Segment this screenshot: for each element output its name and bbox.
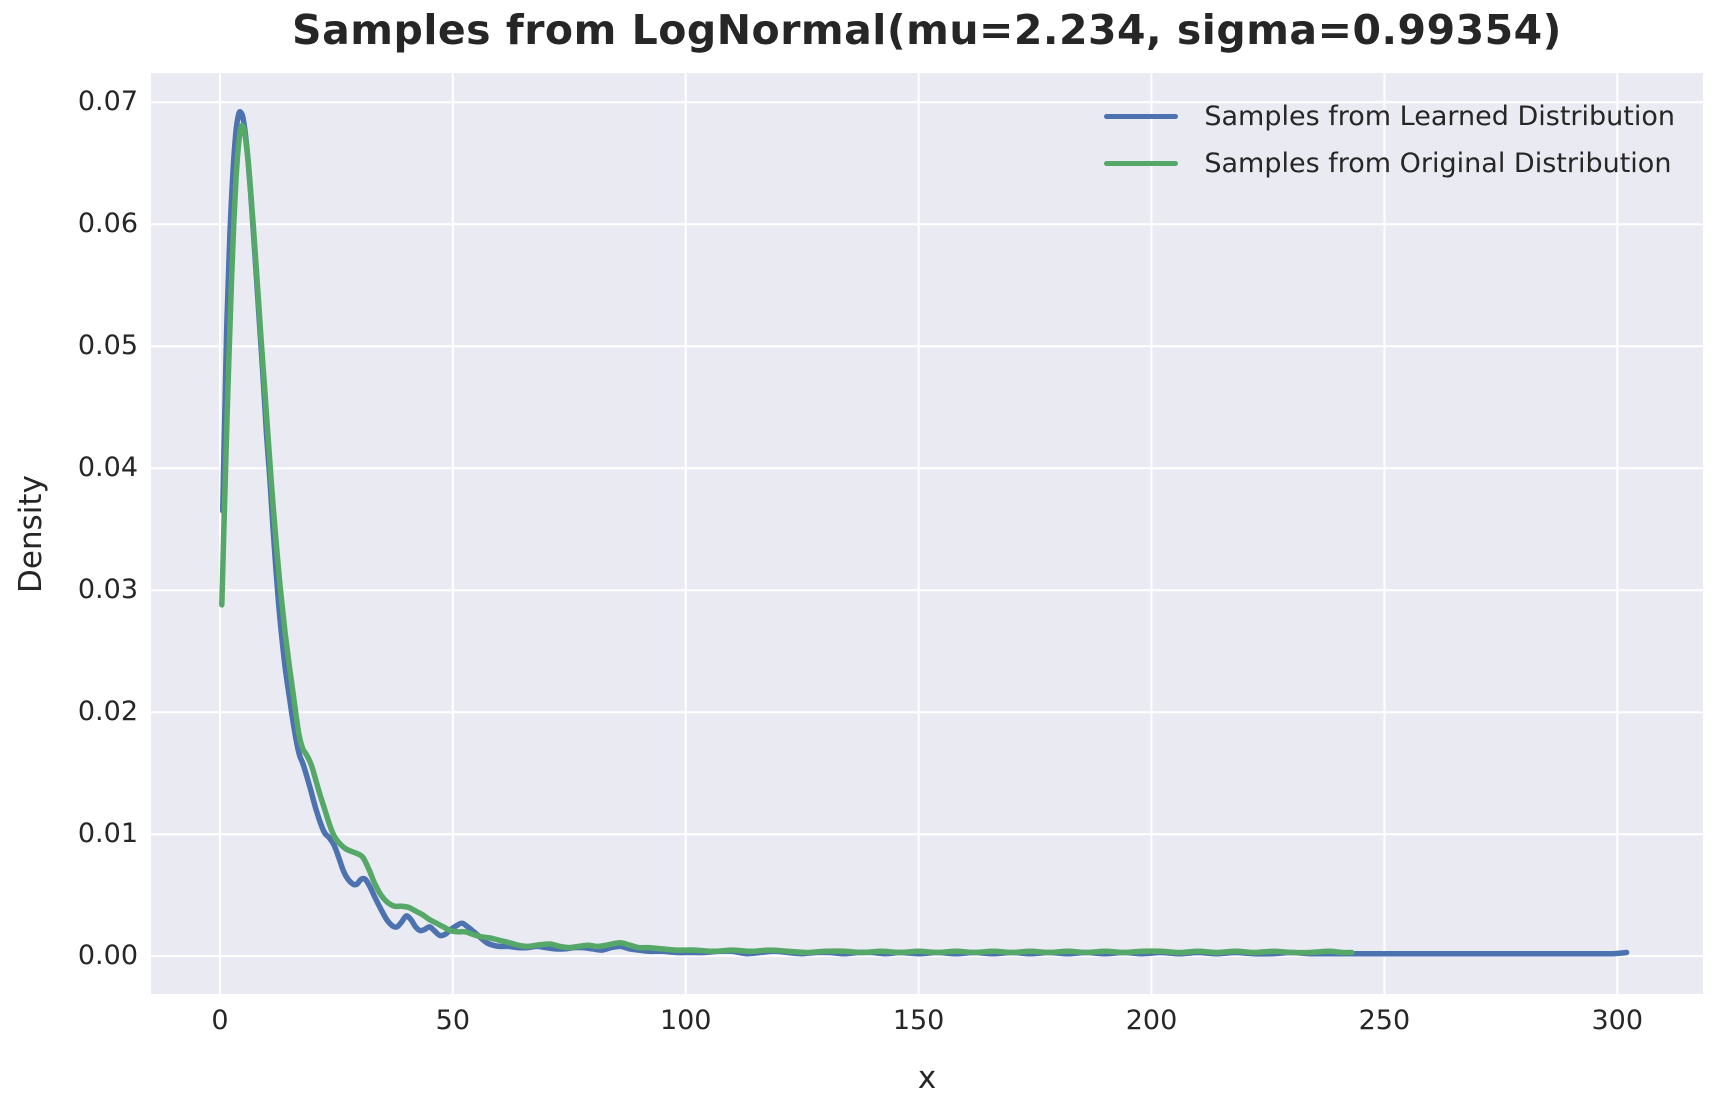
plot-svg [151,73,1703,994]
x-tick-label: 250 [1358,1005,1411,1036]
x-tick-label: 100 [659,1005,712,1036]
legend-swatch-line [1104,114,1179,119]
legend-item: Samples from Learned Distribution [1104,93,1675,140]
chart-title: Samples from LogNormal(mu=2.234, sigma=0… [292,6,1562,54]
y-axis-label: Density [13,475,49,593]
y-tick-label: 0.02 [77,696,138,728]
x-tick-label: 150 [892,1005,945,1036]
legend-item-label: Samples from Original Distribution [1204,148,1672,179]
x-axis-label: x [917,1060,937,1096]
learned-distribution-curve [219,109,1630,957]
x-tick-label: 50 [435,1005,470,1036]
plot-area: Samples from Learned Distribution Samples… [151,73,1703,994]
y-tick-label: 0.00 [77,940,138,972]
legend: Samples from Learned Distribution Samples… [1104,93,1675,187]
y-tick-label: 0.01 [77,818,138,850]
legend-item-label: Samples from Learned Distribution [1204,101,1675,132]
x-tick-label: 0 [211,1005,229,1036]
legend-swatch-line [1104,161,1179,166]
y-tick-label: 0.05 [77,330,138,362]
y-tick-label: 0.04 [77,452,138,484]
original-distribution-curve [219,122,1355,956]
y-tick-label: 0.06 [77,208,138,240]
x-tick-label: 200 [1125,1005,1178,1036]
y-tick-label: 0.07 [77,86,138,118]
x-tick-label: 300 [1591,1005,1644,1036]
legend-item: Samples from Original Distribution [1104,140,1675,187]
y-tick-label: 0.03 [77,574,138,606]
